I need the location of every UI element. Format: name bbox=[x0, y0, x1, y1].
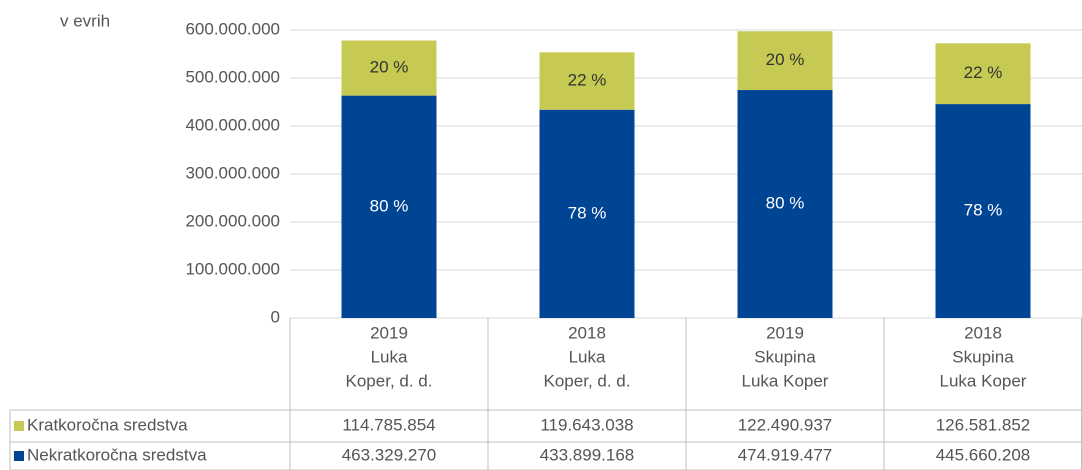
x-tick-label: Luka bbox=[371, 347, 408, 366]
bar-segment bbox=[935, 43, 1031, 105]
x-tick-label: 2018 bbox=[568, 323, 606, 342]
data-label: 78 % bbox=[964, 201, 1003, 220]
data-label: 22 % bbox=[568, 70, 607, 89]
x-tick-label: 2018 bbox=[964, 323, 1002, 342]
legend-swatch bbox=[14, 421, 24, 431]
bar-segment bbox=[539, 109, 635, 319]
table-value: 119.643.038 bbox=[540, 415, 633, 434]
table-value: 433.899.168 bbox=[540, 445, 635, 464]
x-tick-label: Koper, d. d. bbox=[544, 371, 631, 390]
data-label: 80 % bbox=[766, 194, 805, 213]
bar-segment bbox=[341, 95, 437, 318]
bar-segment bbox=[935, 104, 1031, 318]
bar-segment bbox=[737, 90, 833, 318]
bar-segment bbox=[539, 52, 635, 110]
y-tick-label: 500.000.000 bbox=[185, 67, 280, 86]
x-tick-label: 2019 bbox=[370, 323, 408, 342]
table-value: 463.329.270 bbox=[342, 445, 437, 464]
table-value: 114.785.854 bbox=[342, 415, 435, 434]
bar-segment bbox=[737, 31, 833, 91]
x-tick-label: Koper, d. d. bbox=[346, 371, 433, 390]
legend-label: Nekratkoročna sredstva bbox=[27, 445, 207, 464]
y-tick-label: 100.000.000 bbox=[185, 259, 280, 278]
legend-label: Kratkoročna sredstva bbox=[27, 415, 188, 434]
x-tick-label: Luka bbox=[569, 347, 606, 366]
y-axis-label: v evrih bbox=[60, 11, 110, 30]
x-tick-label: Skupina bbox=[754, 347, 816, 366]
x-tick-label: 2019 bbox=[766, 323, 804, 342]
y-tick-label: 600.000.000 bbox=[185, 19, 280, 38]
y-tick-label: 400.000.000 bbox=[185, 115, 280, 134]
bar-segment bbox=[341, 40, 437, 96]
x-tick-label: Skupina bbox=[952, 347, 1014, 366]
data-label: 20 % bbox=[370, 58, 409, 77]
data-label: 22 % bbox=[964, 63, 1003, 82]
table-value: 122.490.937 bbox=[738, 415, 833, 434]
x-tick-label: Luka Koper bbox=[940, 371, 1027, 390]
y-tick-label: 300.000.000 bbox=[185, 163, 280, 182]
x-tick-label: Luka Koper bbox=[742, 371, 829, 390]
table-value: 126.581.852 bbox=[936, 415, 1031, 434]
data-label: 20 % bbox=[766, 50, 805, 69]
table-value: 445.660.208 bbox=[936, 445, 1031, 464]
table-value: 474.919.477 bbox=[738, 445, 833, 464]
data-label: 80 % bbox=[370, 196, 409, 215]
data-label: 78 % bbox=[568, 203, 607, 222]
y-tick-label: 200.000.000 bbox=[185, 211, 280, 230]
legend-swatch bbox=[14, 451, 24, 461]
y-tick-label: 0 bbox=[271, 307, 280, 326]
